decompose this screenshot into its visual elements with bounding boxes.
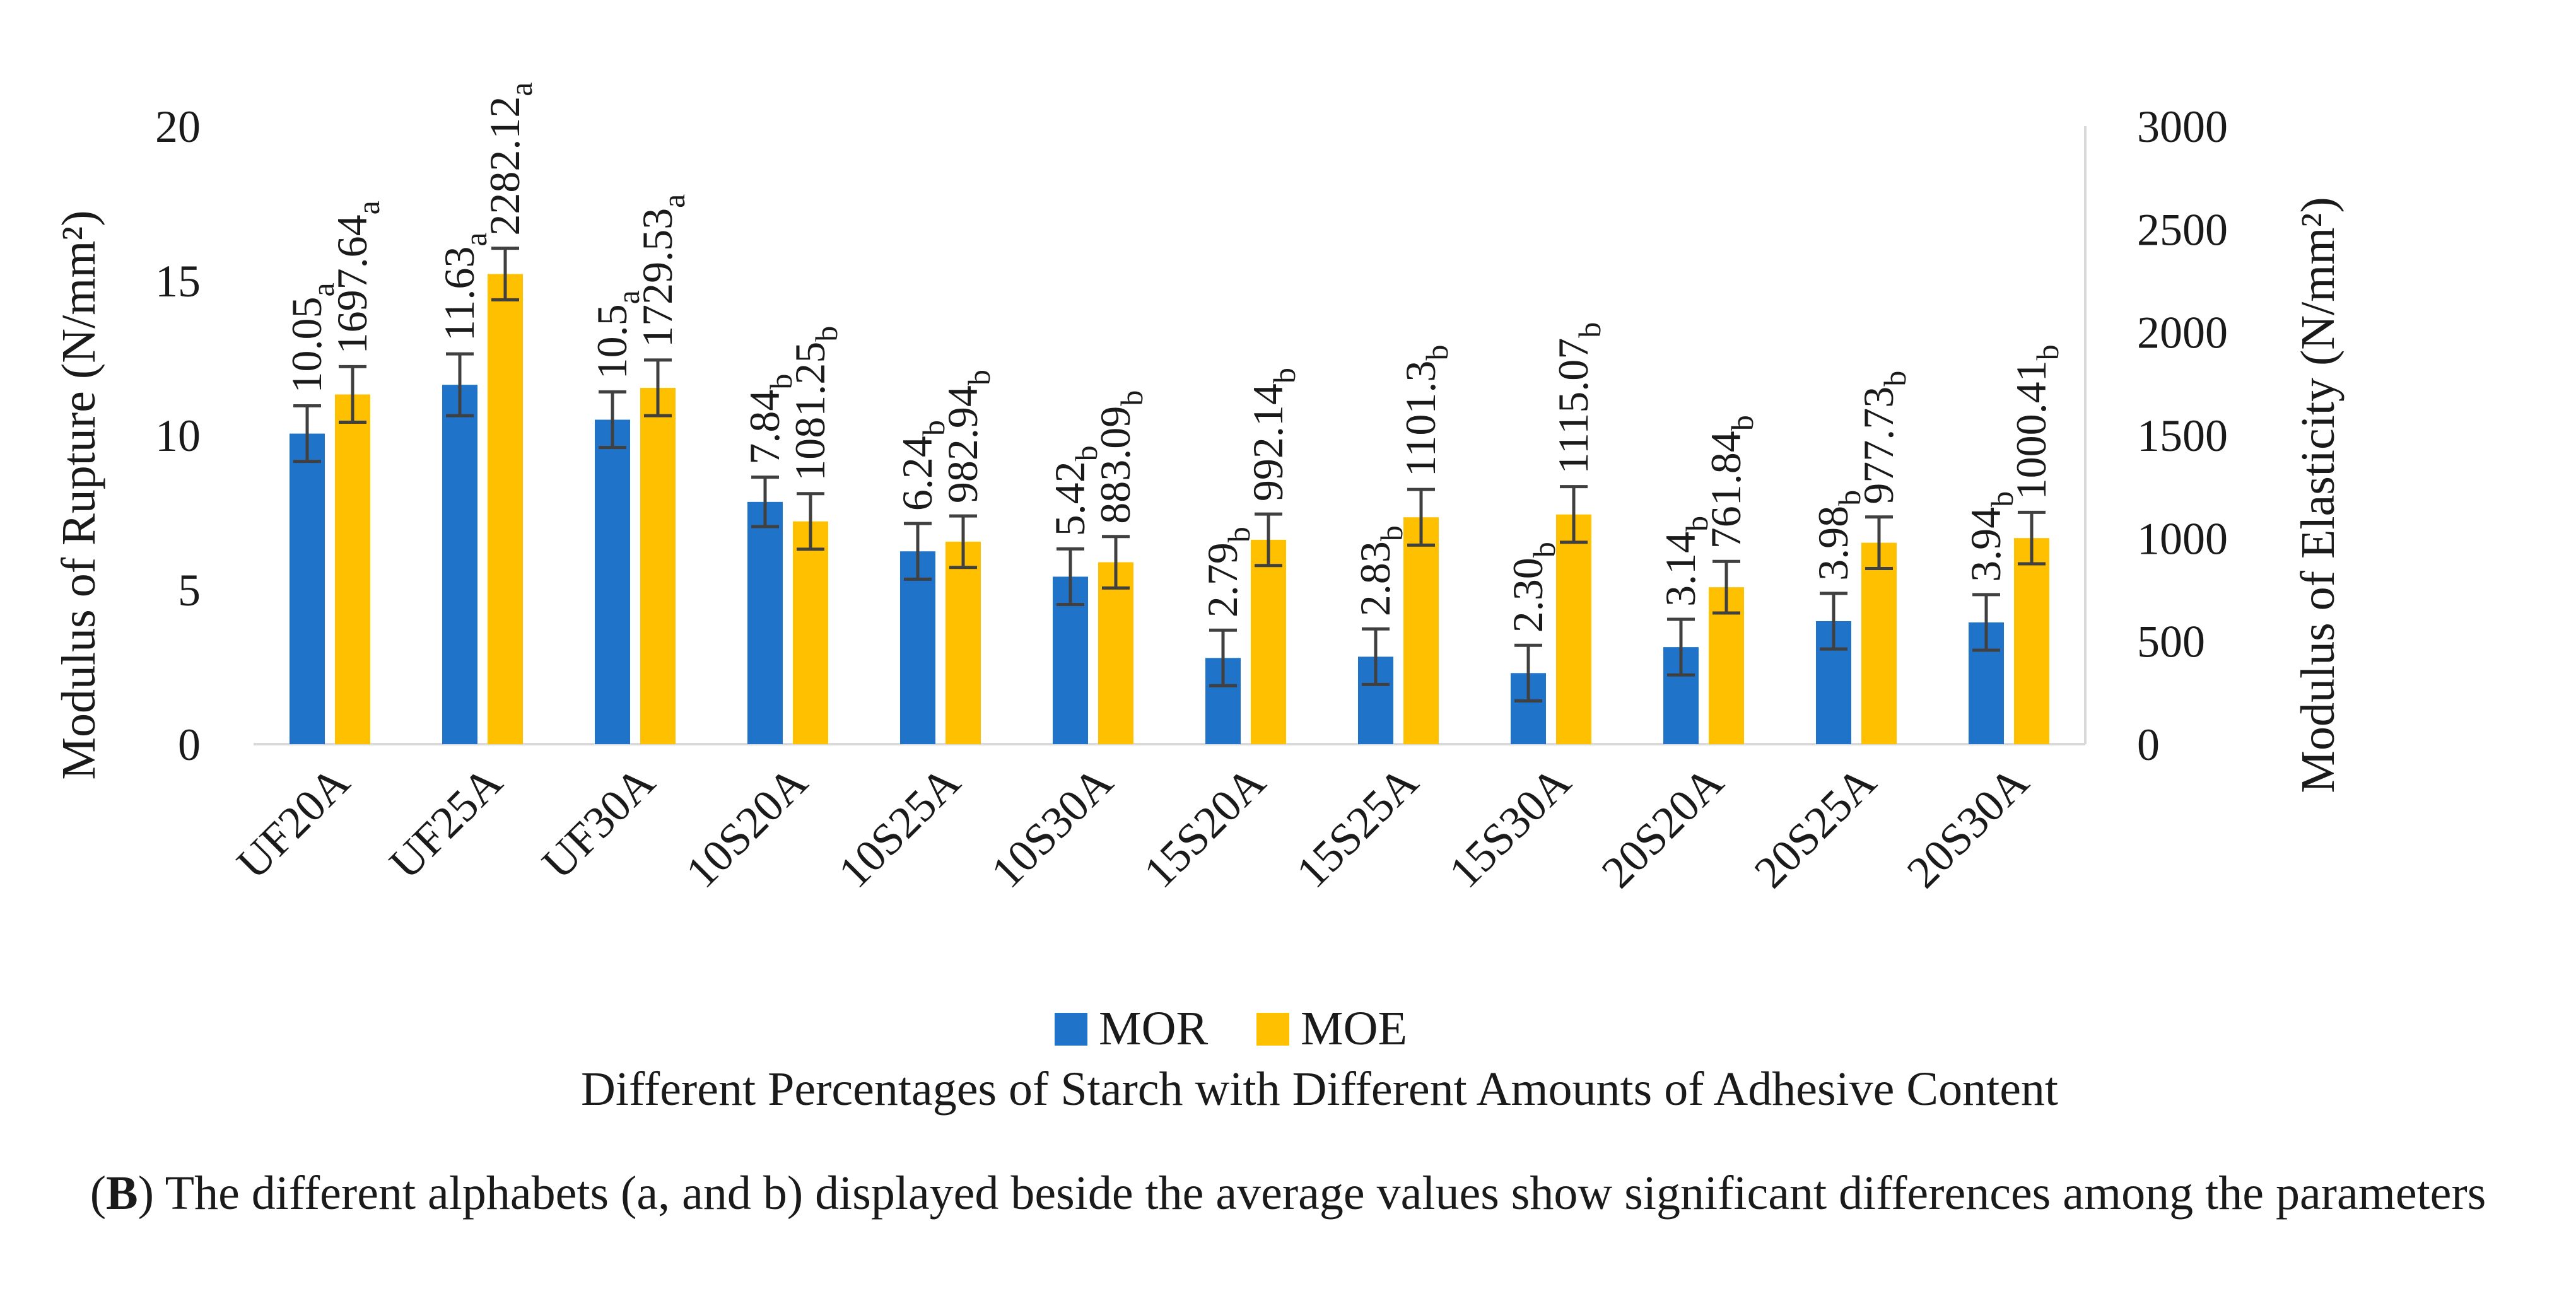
data-label-moe: 1101.3b: [1396, 345, 1455, 477]
bar-moe: [1251, 539, 1286, 744]
y-right-tick-label: 2000: [2137, 308, 2228, 358]
x-tick-label: 15S25A: [1287, 757, 1427, 897]
data-label-mor: 10.5a: [588, 290, 646, 379]
data-label-mor: 3.14b: [1656, 516, 1714, 607]
data-label-moe: 2282.12a: [481, 82, 539, 235]
bar-moe: [946, 541, 981, 744]
data-label-moe: 977.73b: [1854, 371, 1912, 505]
y-left-tick-label: 15: [155, 256, 201, 306]
x-tick-label: 10S30A: [981, 757, 1122, 897]
chart-bars: [290, 247, 2049, 745]
legend-swatch-moe: [1256, 1013, 1289, 1046]
data-label-mor: 10.05a: [283, 283, 341, 393]
y-right-tick-label: 1500: [2137, 411, 2228, 461]
bar-moe: [1403, 517, 1439, 744]
bar-moe: [1861, 542, 1897, 744]
y-right-tick-label: 3000: [2137, 102, 2228, 152]
data-label-mor: 7.84b: [741, 374, 799, 465]
bar-moe: [793, 521, 828, 744]
bar-mor: [747, 501, 783, 744]
x-tick-label: 20S20A: [1592, 757, 1733, 897]
data-label-moe: 1081.25b: [786, 326, 844, 481]
y-left-tick-label: 0: [178, 720, 201, 770]
bar-moe: [335, 394, 370, 744]
x-tick-label: 20S30A: [1897, 757, 2038, 897]
data-label-mor: 6.24b: [893, 420, 951, 511]
data-label-moe: 1000.41b: [2007, 344, 2065, 499]
y-right-tick-label: 0: [2137, 720, 2160, 770]
y-right-tick-label: 2500: [2137, 204, 2228, 255]
bar-moe: [1556, 514, 1591, 744]
y-axis-left-title: Modulus of Rupture (N/mm²): [52, 210, 105, 779]
data-label-mor: 5.42b: [1046, 445, 1104, 536]
legend: MOR MOE: [1055, 1002, 1407, 1055]
bar-moe: [488, 274, 523, 745]
bar-mor: [900, 551, 935, 744]
legend-label-mor: MOR: [1099, 1002, 1208, 1055]
x-tick-label: 15S30A: [1439, 757, 1580, 897]
data-label-moe: 992.14b: [1244, 368, 1302, 501]
data-label-moe: 761.84b: [1702, 415, 1760, 549]
bar-moe: [2014, 538, 2049, 744]
y-right-tick-label: 1000: [2137, 513, 2228, 564]
x-tick-label: 15S20A: [1134, 757, 1275, 897]
y-left-tick-label: 10: [155, 411, 201, 461]
bar-moe: [640, 388, 676, 744]
data-label-mor: 2.30b: [1504, 542, 1562, 633]
x-tick-label: 10S25A: [829, 757, 969, 897]
caption-label: B: [106, 1167, 138, 1220]
y-left-tick-label: 20: [155, 102, 201, 152]
data-label-moe: 1729.53a: [633, 194, 691, 347]
bar-moe: [1098, 562, 1133, 744]
y-axis-right-title: Modulus of Elasticity (N/mm²): [2292, 197, 2345, 793]
bar-mor: [290, 433, 325, 744]
legend-label-moe: MOE: [1301, 1002, 1407, 1055]
data-label-moe: 1115.07b: [1549, 322, 1607, 474]
x-tick-label: 20S25A: [1745, 757, 1885, 897]
figure-caption: (B) The different alphabets (a, and b) d…: [90, 1167, 2486, 1220]
x-tick-label: UF30A: [532, 757, 664, 889]
data-label-mor: 3.98b: [1809, 490, 1867, 581]
caption-text: The different alphabets (a, and b) displ…: [165, 1167, 2486, 1220]
x-axis-title: Different Percentages of Starch with Dif…: [581, 1063, 2058, 1116]
legend-swatch-mor: [1055, 1013, 1087, 1046]
data-label-mor: 11.63a: [435, 232, 493, 341]
data-label-mor: 2.79b: [1198, 527, 1256, 617]
data-label-moe: 1697.64a: [328, 201, 386, 354]
bar-mor: [595, 419, 630, 744]
data-label-moe: 982.94b: [939, 370, 997, 503]
y-right-tick-label: 500: [2137, 617, 2205, 667]
data-label-mor: 3.94b: [1962, 491, 2020, 582]
x-tick-label: 10S20A: [676, 757, 817, 897]
y-left-tick-label: 5: [178, 565, 201, 616]
data-label-moe: 883.09b: [1091, 390, 1149, 524]
x-tick-label: UF20A: [227, 757, 359, 889]
data-label-mor: 2.83b: [1351, 525, 1409, 616]
bar-mor: [442, 385, 477, 744]
x-tick-label: UF25A: [380, 757, 512, 889]
